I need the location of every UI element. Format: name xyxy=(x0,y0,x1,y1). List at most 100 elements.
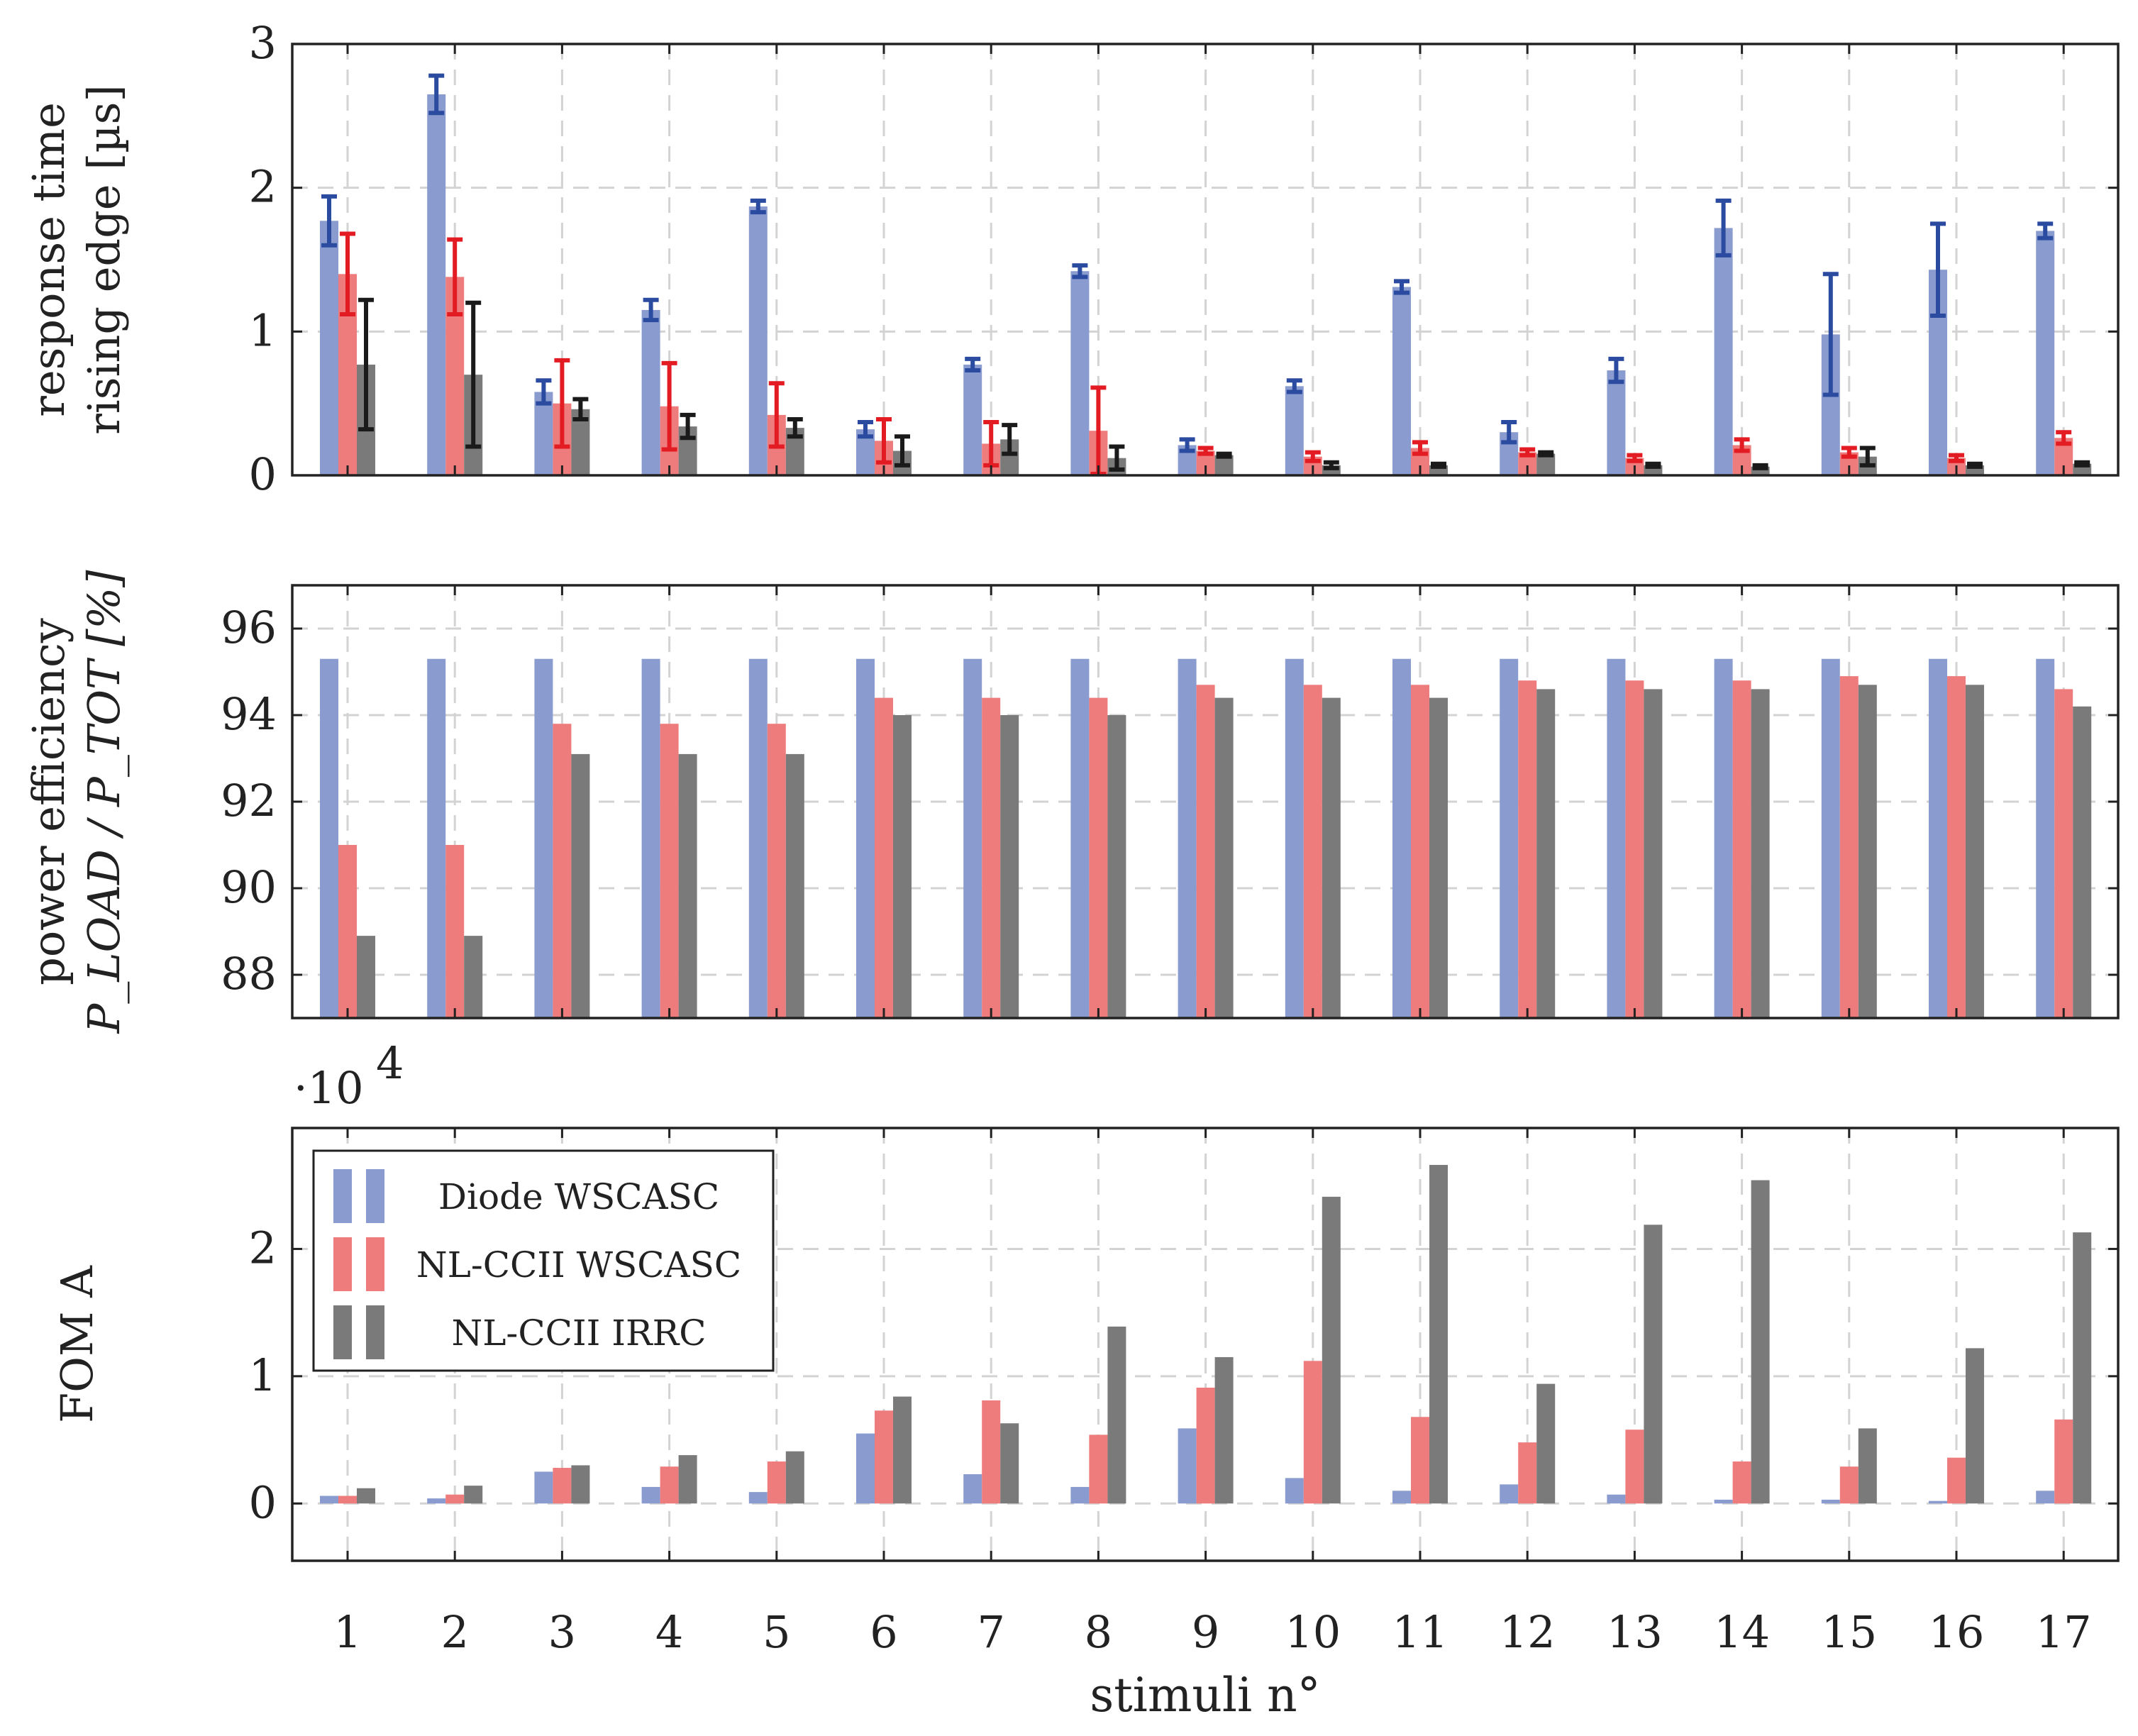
bar-nlccii-wscasc-2 xyxy=(445,845,465,1018)
bar-diode-2 xyxy=(427,94,446,475)
errorbar-nlccii-irrc-5 xyxy=(787,416,803,439)
errorbar-diode-15 xyxy=(1822,272,1839,397)
bar-nlccii-irrc-10 xyxy=(1322,1196,1341,1504)
errorbar-diode-11 xyxy=(1394,279,1409,295)
bar-nlccii-irrc-4 xyxy=(678,753,697,1018)
errorbar-diode-8 xyxy=(1072,263,1088,280)
x-tick-label: 5 xyxy=(763,1606,790,1658)
errorbar-diode-16 xyxy=(1930,221,1946,319)
y-tick-label: 2 xyxy=(249,161,277,213)
x-tick-label: 4 xyxy=(655,1606,683,1658)
bar-diode-8 xyxy=(1070,658,1090,1018)
legend-label: Diode WSCASC xyxy=(438,1176,719,1217)
x-tick-label: 8 xyxy=(1085,1606,1112,1658)
bar-nlccii-wscasc-11 xyxy=(1411,1417,1429,1504)
y-tick-label: 92 xyxy=(221,775,277,826)
bar-nlccii-wscasc-16 xyxy=(1947,676,1966,1018)
bar-nlccii-irrc-6 xyxy=(893,715,912,1018)
errorbar-nlccii-wscasc-4 xyxy=(661,360,677,452)
bar-diode-9 xyxy=(1178,1428,1197,1504)
bar-nlccii-irrc-8 xyxy=(1107,715,1126,1018)
errorbar-diode-17 xyxy=(2037,221,2054,241)
bar-nlccii-wscasc-4 xyxy=(660,1466,679,1504)
bar-nlccii-wscasc-3 xyxy=(553,1468,572,1504)
bar-diode-4 xyxy=(641,1486,660,1504)
y-tick-label: 90 xyxy=(221,861,277,913)
errorbar-diode-1 xyxy=(321,194,337,248)
errorbar-nlccii-irrc-12 xyxy=(1538,450,1554,458)
bar-nlccii-irrc-5 xyxy=(785,753,804,1018)
y-axis-label-line2: rising edge [µs] xyxy=(78,84,130,434)
bar-diode-13 xyxy=(1607,370,1626,475)
x-tick-label: 13 xyxy=(1607,1606,1663,1658)
bar-diode-1 xyxy=(320,658,338,1018)
bar-nlccii-irrc-7 xyxy=(1000,715,1019,1018)
errorbar-nlccii-irrc-9 xyxy=(1216,451,1232,459)
bar-nlccii-irrc-3 xyxy=(571,1465,590,1504)
bar-nlccii-wscasc-17 xyxy=(2054,1419,2073,1504)
y-tick-label: 94 xyxy=(221,688,277,740)
legend-entry-diode: Diode WSCASC xyxy=(333,1169,719,1223)
bar-nlccii-wscasc-5 xyxy=(767,1461,786,1504)
bar-nlccii-wscasc-1 xyxy=(338,845,357,1018)
bar-diode-7 xyxy=(963,364,982,475)
x-tick-label: 12 xyxy=(1500,1606,1556,1658)
bar-diode-16 xyxy=(1929,1500,1947,1504)
errorbar-nlccii-irrc-14 xyxy=(1752,463,1768,470)
bar-nlccii-irrc-12 xyxy=(1536,1383,1556,1504)
bar-diode-3 xyxy=(534,1471,553,1504)
bar-diode-5 xyxy=(748,658,768,1018)
bar-nlccii-wscasc-16 xyxy=(1947,1457,1966,1504)
bar-nlccii-irrc-4 xyxy=(678,1455,697,1504)
bar-nlccii-wscasc-17 xyxy=(2054,689,2073,1018)
errorbar-nlccii-irrc-1 xyxy=(358,297,374,432)
errorbar-nlccii-irrc-13 xyxy=(1645,461,1661,469)
bar-nlccii-wscasc-10 xyxy=(1303,685,1322,1018)
bar-nlccii-wscasc-2 xyxy=(445,1494,465,1504)
x-tick-label: 16 xyxy=(1929,1606,1985,1658)
bar-diode-16 xyxy=(1929,658,1947,1018)
bar-diode-4 xyxy=(641,309,660,475)
x-axis-label: stimuli n° xyxy=(1090,1668,1320,1723)
bar-diode-1 xyxy=(320,221,338,475)
bar-diode-13 xyxy=(1607,658,1626,1018)
errorbar-nlccii-wscasc-1 xyxy=(340,231,355,317)
y-axis-label: FOM A xyxy=(51,1265,103,1423)
y-tick-label: 96 xyxy=(221,602,277,653)
bar-nlccii-irrc-12 xyxy=(1536,453,1556,475)
bar-nlccii-wscasc-8 xyxy=(1089,697,1108,1018)
bar-nlccii-irrc-2 xyxy=(464,1486,483,1504)
bar-nlccii-wscasc-14 xyxy=(1732,680,1751,1018)
legend-entry-nlccii-irrc: NL-CCII IRRC xyxy=(333,1305,707,1359)
bar-diode-10 xyxy=(1285,658,1304,1018)
errorbar-nlccii-wscasc-13 xyxy=(1627,453,1643,463)
bar-diode-10 xyxy=(1285,1478,1304,1504)
bar-nlccii-wscasc-10 xyxy=(1303,1361,1322,1504)
y-tick-label: 3 xyxy=(249,17,277,69)
legend-label: NL-CCII WSCASC xyxy=(416,1244,741,1286)
errorbar-nlccii-wscasc-7 xyxy=(983,420,999,468)
y-tick-label: 1 xyxy=(249,1349,277,1401)
errorbar-diode-12 xyxy=(1501,420,1517,445)
bar-nlccii-wscasc-8 xyxy=(1089,1434,1108,1504)
y-tick-label: 88 xyxy=(221,948,277,1000)
bar-nlccii-wscasc-7 xyxy=(982,697,1001,1018)
x-tick-label: 3 xyxy=(548,1606,576,1658)
response-time-panel: 0 1 2 3 response time rising edge [µs] xyxy=(23,17,2120,500)
bar-nlccii-irrc-5 xyxy=(785,1451,804,1504)
errorbar-nlccii-irrc-6 xyxy=(894,434,910,468)
bar-diode-14 xyxy=(1714,658,1733,1018)
legend-swatch xyxy=(366,1305,384,1359)
bar-diode-2 xyxy=(427,658,446,1018)
y-tick-label: 2 xyxy=(249,1222,277,1273)
legend-swatch xyxy=(366,1169,384,1223)
bar-nlccii-irrc-8 xyxy=(1107,1326,1126,1504)
scale-factor-label: ·10 xyxy=(294,1062,364,1114)
errorbar-diode-5 xyxy=(750,198,766,215)
legend-swatch xyxy=(333,1237,352,1291)
power-efficiency-panel: 88 90 92 94 96 power efficiency P_LOAD / P_TOT… xyxy=(23,570,2120,1034)
bar-nlccii-irrc-14 xyxy=(1751,1180,1770,1504)
y-tick-label: 0 xyxy=(249,448,277,500)
